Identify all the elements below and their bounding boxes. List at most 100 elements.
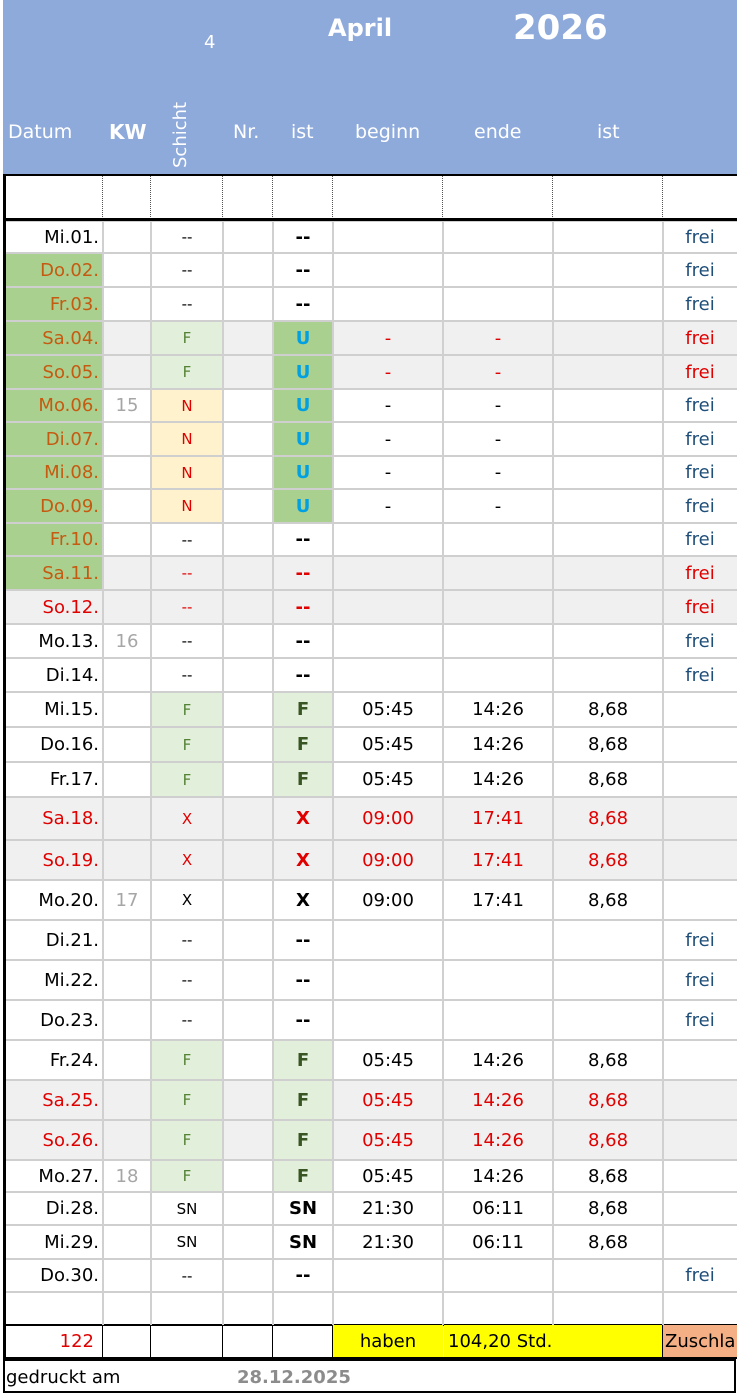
date-cell[interactable]: Di.28. (45, 1198, 99, 1219)
beginn-cell[interactable] (333, 1000, 443, 1040)
date-cell[interactable]: Sa.04. (4, 321, 103, 355)
nr-cell[interactable] (223, 624, 273, 658)
date-cell[interactable]: Fr.03. (4, 287, 103, 321)
schicht-cell[interactable]: -- (181, 1266, 193, 1285)
date-cell[interactable]: Mi.22. (44, 969, 99, 991)
ist-cell[interactable]: F (274, 1121, 332, 1159)
hours-cell[interactable] (553, 389, 663, 422)
schicht-cell[interactable]: F (151, 762, 223, 797)
nr-cell[interactable] (223, 422, 273, 456)
nr-cell[interactable] (223, 1040, 273, 1080)
hours-cell[interactable] (553, 489, 663, 523)
schicht-cell[interactable]: SN (176, 1199, 198, 1218)
beginn-cell[interactable]: - (384, 428, 392, 450)
hours-cell[interactable]: 8,68 (587, 1165, 629, 1187)
nr-cell[interactable] (223, 797, 273, 840)
beginn-cell[interactable]: - (384, 462, 392, 483)
schicht-cell[interactable]: -- (181, 598, 193, 616)
beginn-cell[interactable]: 05:45 (362, 769, 414, 790)
schicht-cell[interactable]: -- (181, 295, 193, 313)
schicht-cell[interactable]: F (151, 692, 223, 727)
schicht-cell[interactable]: -- (181, 971, 193, 989)
ende-cell[interactable]: 17:41 (472, 849, 524, 871)
schicht-cell[interactable]: -- (181, 666, 193, 684)
ende-cell[interactable]: 14:26 (472, 769, 524, 790)
hours-cell[interactable] (553, 556, 663, 590)
ende-cell[interactable] (443, 253, 553, 287)
hours-cell[interactable] (553, 920, 663, 960)
schicht-cell[interactable]: X (181, 809, 193, 828)
schicht-cell[interactable]: -- (181, 530, 193, 549)
hours-cell[interactable] (553, 321, 663, 355)
nr-cell[interactable] (223, 1192, 273, 1225)
date-cell[interactable]: Mi.08. (4, 456, 103, 489)
frei-cell[interactable] (663, 762, 737, 797)
hours-cell[interactable] (553, 523, 663, 556)
ende-cell[interactable]: 14:26 (472, 1049, 524, 1071)
header-year[interactable]: 2026 (513, 8, 608, 48)
ende-cell[interactable] (443, 556, 553, 590)
nr-cell[interactable] (223, 880, 273, 920)
ist-cell[interactable]: U (274, 457, 332, 488)
frei-cell[interactable] (663, 1080, 737, 1120)
nr-cell[interactable] (223, 523, 273, 556)
hours-cell[interactable]: 8,68 (587, 734, 629, 755)
hours-cell[interactable] (553, 422, 663, 456)
beginn-cell[interactable]: 05:45 (362, 1049, 414, 1071)
date-cell[interactable]: Fr.17. (49, 769, 99, 790)
beginn-cell[interactable]: 21:30 (362, 1231, 414, 1253)
header-month[interactable]: April (328, 14, 393, 42)
frei-cell[interactable]: frei (685, 361, 715, 383)
ende-cell[interactable]: - (494, 462, 502, 483)
beginn-cell[interactable] (333, 221, 443, 253)
hours-cell[interactable] (553, 1000, 663, 1040)
ist-cell[interactable]: F (274, 763, 332, 796)
beginn-cell[interactable] (333, 960, 443, 1000)
nr-cell[interactable] (223, 355, 273, 389)
beginn-cell[interactable] (333, 556, 443, 590)
frei-cell[interactable] (663, 1160, 737, 1192)
hours-cell[interactable]: 8,68 (587, 889, 629, 911)
date-cell[interactable]: Mi.01. (44, 226, 99, 248)
date-cell[interactable]: So.12. (42, 596, 99, 618)
frei-cell[interactable]: frei (685, 562, 715, 584)
ist-cell[interactable]: F (274, 728, 332, 761)
frei-cell[interactable]: frei (685, 428, 715, 450)
nr-cell[interactable] (223, 658, 273, 692)
frei-cell[interactable]: frei (685, 1009, 715, 1031)
schicht-cell[interactable]: -- (181, 1011, 193, 1029)
ist-cell[interactable]: U (274, 490, 332, 522)
beginn-cell[interactable] (333, 253, 443, 287)
hours-cell[interactable] (553, 960, 663, 1000)
ende-cell[interactable] (443, 1259, 553, 1292)
nr-cell[interactable] (223, 389, 273, 422)
ende-cell[interactable] (443, 590, 553, 624)
ist-cell[interactable]: -- (295, 596, 311, 618)
schicht-cell[interactable]: N (151, 489, 223, 523)
beginn-cell[interactable] (333, 920, 443, 960)
schicht-cell[interactable]: -- (181, 632, 193, 650)
schicht-cell[interactable]: -- (181, 261, 193, 279)
ende-cell[interactable]: 14:26 (472, 734, 524, 755)
ist-cell[interactable]: X (296, 849, 310, 871)
date-cell[interactable]: Di.14. (45, 664, 99, 686)
date-cell[interactable]: Mi.15. (44, 699, 99, 720)
frei-cell[interactable] (663, 1192, 737, 1225)
date-cell[interactable]: Mi.29. (44, 1231, 99, 1253)
nr-cell[interactable] (223, 321, 273, 355)
hours-cell[interactable]: 8,68 (587, 1049, 629, 1071)
frei-cell[interactable]: frei (685, 664, 715, 686)
nr-cell[interactable] (223, 920, 273, 960)
summary-count[interactable]: 122 (59, 1330, 94, 1352)
beginn-cell[interactable] (333, 523, 443, 556)
frei-cell[interactable]: frei (685, 495, 715, 517)
date-cell[interactable]: Sa.25. (42, 1089, 99, 1111)
ist-cell[interactable]: X (296, 808, 310, 829)
date-cell[interactable]: So.26. (42, 1129, 99, 1151)
date-cell[interactable]: Do.23. (40, 1009, 99, 1031)
date-cell[interactable]: Do.16. (40, 734, 99, 755)
frei-cell[interactable] (663, 1040, 737, 1080)
frei-cell[interactable] (663, 880, 737, 920)
frei-cell[interactable] (663, 727, 737, 762)
hours-cell[interactable] (553, 221, 663, 253)
